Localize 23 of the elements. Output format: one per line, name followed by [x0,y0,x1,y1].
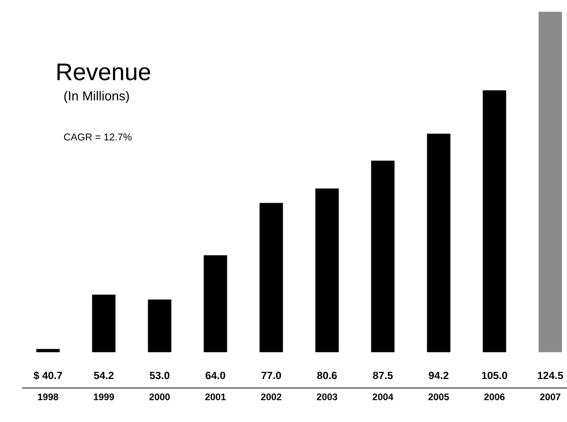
text: Revenue [57,64,150,80]
annotation: CAGR = 12.7% [64,133,132,141]
x-tick-label: 2000 [149,394,170,400]
data-label: 80.6 [317,372,337,380]
x-tick-label: 2001 [205,394,226,400]
x-tick-label: 2002 [261,394,282,400]
data-label: 54.2 [94,372,114,380]
data-label: 105.0 [482,372,508,380]
x-tick-label: 1999 [94,394,114,400]
x-tick-label: 1998 [38,394,58,400]
data-label: $ 40.7 [34,371,62,380]
data-label: 53.0 [150,372,170,380]
data-label: 77.0 [262,372,281,380]
data-label: 124.5 [538,372,564,380]
x-tick-label: 2003 [316,394,338,400]
data-label: 64.0 [206,372,226,380]
text: (In Millions) [64,90,129,104]
x-tick-label: 2006 [484,394,505,400]
x-tick-label: 2004 [372,394,394,400]
x-tick-label: 2007 [540,394,560,400]
data-label: 87.5 [372,372,393,380]
x-tick-label: 2005 [428,394,449,400]
data-label: 94.2 [428,372,448,380]
